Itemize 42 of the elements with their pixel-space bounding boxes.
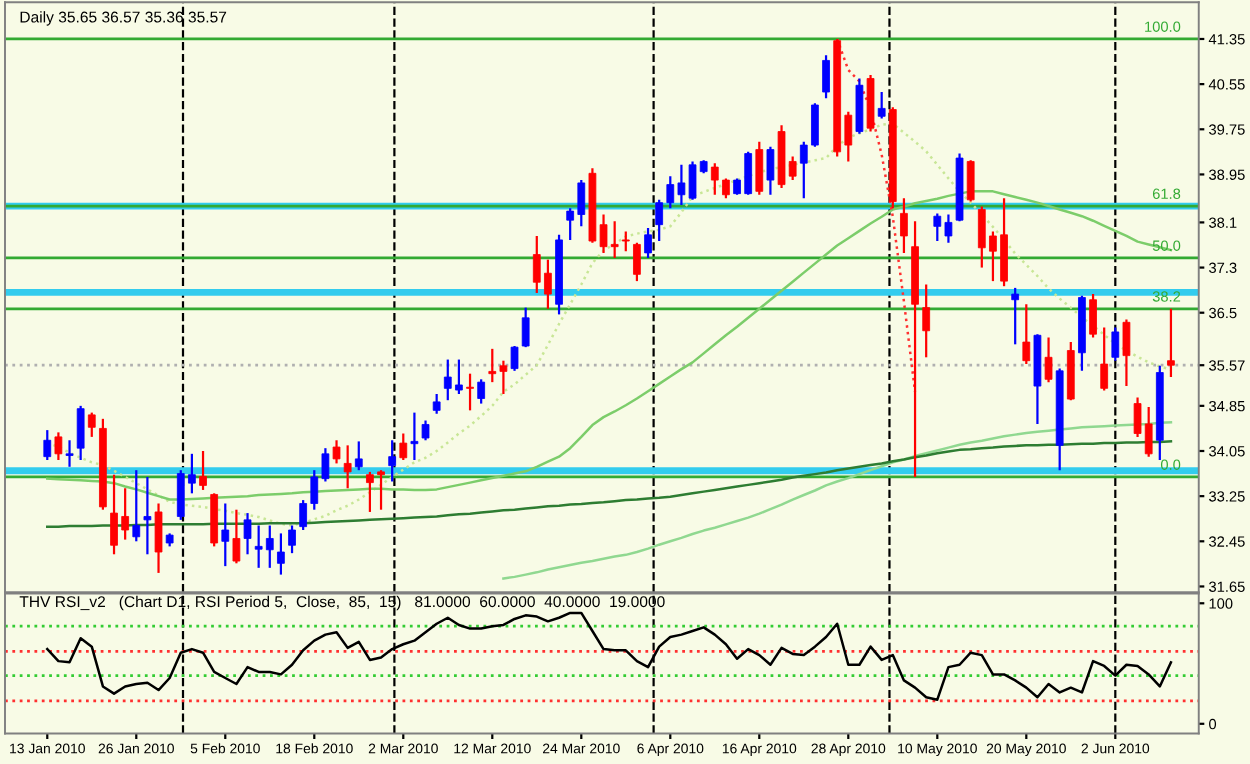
candlestick bbox=[644, 226, 652, 260]
candlestick bbox=[354, 440, 363, 472]
candlestick bbox=[1122, 318, 1131, 388]
candlestick bbox=[1100, 326, 1109, 392]
candlestick bbox=[410, 411, 419, 462]
candlestick bbox=[332, 439, 341, 465]
candlestick bbox=[221, 502, 230, 568]
candlestick bbox=[43, 429, 52, 462]
candlestick bbox=[766, 145, 775, 196]
candlestick bbox=[143, 475, 152, 556]
candlestick bbox=[1011, 286, 1020, 346]
candlestick bbox=[232, 508, 241, 565]
candlestick bbox=[1167, 307, 1175, 379]
candlestick bbox=[755, 140, 764, 196]
candlestick bbox=[432, 392, 441, 415]
candlestick bbox=[633, 241, 641, 283]
candlestick bbox=[621, 230, 630, 253]
candlestick bbox=[199, 449, 207, 492]
candlestick bbox=[1022, 303, 1031, 366]
candlestick bbox=[399, 432, 408, 462]
candlestick bbox=[54, 431, 63, 462]
candlestick bbox=[343, 444, 352, 490]
line-series bbox=[835, 37, 917, 393]
candlestick bbox=[855, 77, 864, 135]
candlestick bbox=[1089, 292, 1097, 339]
candlestick bbox=[132, 469, 141, 543]
candlestick bbox=[477, 378, 486, 405]
candlestick bbox=[243, 511, 252, 556]
candlestick bbox=[822, 54, 830, 100]
candlestick bbox=[277, 532, 285, 576]
candlestick bbox=[1044, 336, 1053, 384]
candlestick bbox=[288, 524, 296, 555]
candlestick bbox=[877, 90, 886, 120]
candlestick bbox=[966, 159, 975, 203]
candlestick bbox=[900, 197, 908, 254]
candlestick bbox=[154, 502, 163, 575]
candlestick bbox=[421, 419, 430, 442]
candlestick bbox=[922, 283, 931, 359]
candlestick bbox=[76, 404, 85, 462]
candlestick bbox=[65, 439, 74, 468]
candlestick bbox=[87, 411, 96, 438]
candlestick bbox=[466, 372, 474, 412]
